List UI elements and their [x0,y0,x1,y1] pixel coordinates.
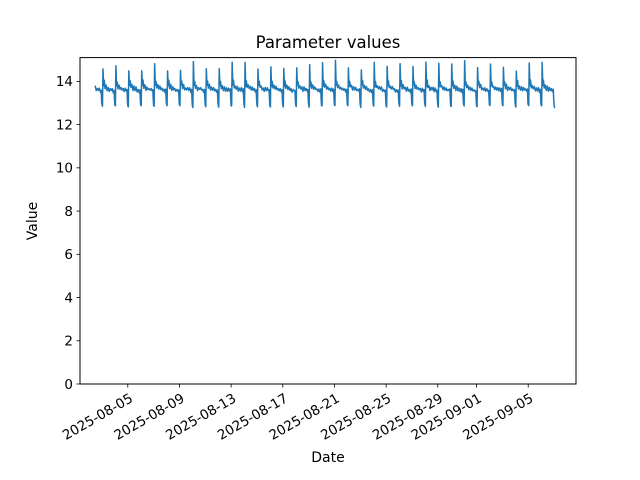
plot-area [80,57,576,384]
y-tick-label: 6 [64,247,73,263]
series-line-parameter [94,59,556,109]
data-series [94,59,556,109]
y-axis-label: Value [25,202,41,240]
y-tick-label: 0 [64,377,73,393]
y-tick-label: 10 [56,161,73,177]
y-tick-label: 2 [64,334,73,350]
y-tick-label: 12 [56,117,73,133]
y-tick-label: 14 [56,74,73,90]
axes-frame [79,57,577,385]
y-tick-label: 8 [64,204,73,220]
x-axis-label: Date [311,450,344,466]
y-tick-label: 4 [64,290,73,306]
chart-title: Parameter values [256,33,401,52]
